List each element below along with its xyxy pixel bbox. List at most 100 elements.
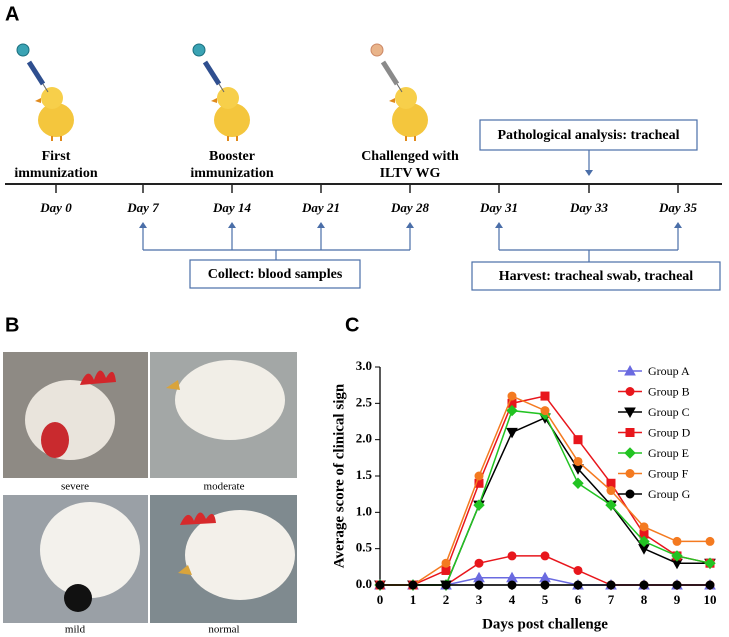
marker bbox=[671, 550, 683, 562]
comb bbox=[180, 512, 216, 525]
marker bbox=[639, 522, 649, 532]
chick-beak bbox=[389, 98, 395, 103]
arrow-head bbox=[585, 170, 593, 176]
day-label: Day 21 bbox=[301, 200, 340, 215]
legend-label: Group D bbox=[648, 425, 691, 439]
legend-marker bbox=[624, 407, 636, 419]
photo-caption: moderate bbox=[204, 481, 245, 493]
marker bbox=[474, 471, 484, 481]
panel-label: B bbox=[5, 314, 19, 336]
day-label: Day 31 bbox=[479, 200, 518, 215]
box-label: Pathological analysis: tracheal bbox=[498, 128, 680, 143]
arrow-head bbox=[495, 222, 503, 228]
x-tick-label: 4 bbox=[509, 592, 516, 607]
beak bbox=[178, 565, 192, 575]
chick-head bbox=[41, 87, 63, 109]
chick-body bbox=[38, 103, 74, 137]
y-tick-label: 3.0 bbox=[356, 358, 372, 373]
virus-icon bbox=[16, 43, 30, 57]
event-label: Booster bbox=[209, 149, 255, 164]
info-box bbox=[189, 259, 361, 289]
box-label: Collect: blood samples bbox=[208, 267, 343, 282]
legend-marker bbox=[624, 447, 636, 459]
marker bbox=[639, 580, 649, 590]
legend-label: Group A bbox=[648, 364, 690, 378]
photo-caption: normal bbox=[208, 624, 239, 636]
arrow-head bbox=[674, 222, 682, 228]
marker bbox=[638, 535, 650, 548]
syringe-needle bbox=[396, 83, 403, 93]
legend-marker bbox=[625, 387, 635, 396]
hen bbox=[185, 510, 295, 600]
legend-marker bbox=[625, 469, 635, 478]
virus-icon bbox=[192, 43, 206, 57]
day-label: Day 33 bbox=[569, 200, 608, 215]
y-tick-label: 2.0 bbox=[356, 431, 372, 446]
marker bbox=[506, 427, 518, 439]
marker bbox=[507, 391, 517, 401]
marker bbox=[573, 435, 583, 445]
marker bbox=[606, 580, 616, 590]
x-tick-label: 2 bbox=[443, 592, 450, 607]
day-label: Day 35 bbox=[658, 200, 697, 215]
syringe bbox=[380, 60, 400, 86]
syringe-needle bbox=[42, 83, 49, 93]
x-tick-label: 10 bbox=[704, 592, 717, 607]
x-tick-label: 7 bbox=[608, 592, 615, 607]
marker bbox=[507, 580, 517, 590]
chick-beak bbox=[211, 98, 217, 103]
legend-label: Group E bbox=[648, 446, 689, 460]
comb bbox=[80, 370, 116, 385]
chick-beak bbox=[35, 98, 41, 103]
x-tick-label: 1 bbox=[410, 592, 417, 607]
x-axis-label: Days post challenge bbox=[482, 616, 608, 632]
marker bbox=[672, 536, 682, 546]
chick-head bbox=[217, 87, 239, 109]
info-box bbox=[471, 261, 721, 291]
event-label: immunization bbox=[14, 166, 97, 181]
marker bbox=[605, 499, 617, 511]
x-tick-label: 0 bbox=[377, 592, 384, 607]
arrow-head bbox=[406, 222, 414, 228]
legend-label: Group C bbox=[648, 405, 690, 419]
x-tick-label: 5 bbox=[542, 592, 549, 607]
event-label: Challenged with bbox=[361, 149, 459, 164]
marker bbox=[672, 580, 682, 590]
legend-label: Group B bbox=[648, 384, 690, 398]
legend-label: Group F bbox=[648, 466, 689, 480]
virus-icon bbox=[370, 43, 384, 57]
marker bbox=[375, 580, 385, 590]
muzzle bbox=[64, 584, 92, 612]
x-tick-label: 9 bbox=[674, 592, 681, 607]
marker bbox=[507, 551, 517, 561]
event-label: First bbox=[42, 149, 71, 164]
marker bbox=[506, 404, 518, 417]
legend-label: Group G bbox=[648, 487, 691, 501]
y-axis-label: Average score of clinical sign bbox=[331, 383, 347, 568]
panel-label: C bbox=[345, 314, 359, 336]
marker bbox=[705, 580, 715, 590]
marker bbox=[705, 536, 715, 546]
beak bbox=[166, 380, 180, 390]
day-label: Day 0 bbox=[39, 200, 72, 215]
marker bbox=[408, 580, 418, 590]
marker bbox=[572, 477, 584, 489]
y-tick-label: 1.0 bbox=[356, 503, 372, 518]
hen bbox=[25, 380, 115, 460]
chick-body bbox=[214, 103, 250, 137]
y-tick-label: 0.5 bbox=[356, 540, 373, 555]
legend-marker bbox=[625, 489, 635, 499]
marker bbox=[540, 406, 550, 416]
marker bbox=[474, 558, 484, 568]
x-tick-label: 8 bbox=[641, 592, 648, 607]
marker bbox=[573, 456, 583, 466]
photos bbox=[3, 352, 297, 623]
y-tick-label: 0.0 bbox=[356, 576, 372, 591]
marker bbox=[704, 557, 716, 569]
hen bbox=[175, 360, 285, 440]
marker bbox=[473, 499, 485, 511]
legend-marker bbox=[625, 428, 635, 437]
legend-marker bbox=[624, 364, 636, 376]
day-label: Day 14 bbox=[212, 200, 251, 215]
